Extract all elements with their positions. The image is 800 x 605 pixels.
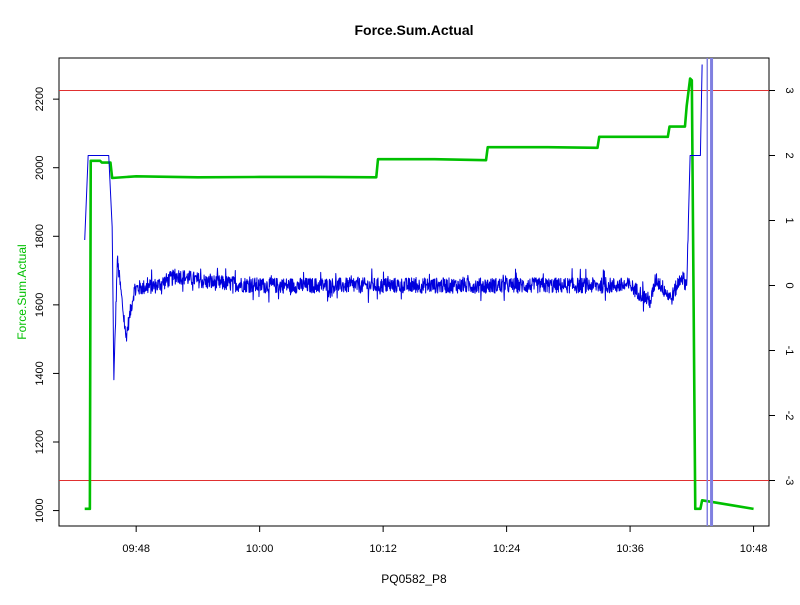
y-left-tick-label: 2200 bbox=[34, 87, 46, 111]
y-right-tick-label: -1 bbox=[783, 346, 795, 356]
x-tick-label: 10:24 bbox=[493, 543, 521, 555]
y-right-tick-label: 1 bbox=[783, 217, 795, 223]
y-left-tick-label: 1200 bbox=[34, 430, 46, 454]
x-tick-label: 09:48 bbox=[122, 543, 150, 555]
series-line-right-axis bbox=[84, 64, 703, 381]
x-tick-label: 10:00 bbox=[246, 543, 274, 555]
y-left-tick-label: 1000 bbox=[34, 498, 46, 522]
y-left-tick-label: 1600 bbox=[34, 293, 46, 317]
y-left-tick-label: 1400 bbox=[34, 361, 46, 385]
series-line-left-axis bbox=[84, 77, 754, 511]
x-tick-label: 10:12 bbox=[369, 543, 397, 555]
y-right-tick-label: 2 bbox=[783, 152, 795, 158]
y-right-tick-label: 0 bbox=[783, 282, 795, 288]
chart-title: Force.Sum.Actual bbox=[354, 22, 473, 38]
x-axis-title: PQ0582_P8 bbox=[381, 572, 447, 586]
y-right-tick-label: -3 bbox=[783, 476, 795, 486]
y-right-tick-label: -2 bbox=[783, 411, 795, 421]
y-axis-title: Force.Sum.Actual bbox=[15, 244, 29, 339]
y-left-tick-label: 1800 bbox=[34, 224, 46, 248]
y-right-tick-label: 3 bbox=[783, 87, 795, 93]
x-tick-label: 10:48 bbox=[740, 543, 768, 555]
plot-frame bbox=[58, 57, 770, 527]
y-left-tick-label: 2000 bbox=[34, 155, 46, 179]
x-tick-label: 10:36 bbox=[616, 543, 644, 555]
